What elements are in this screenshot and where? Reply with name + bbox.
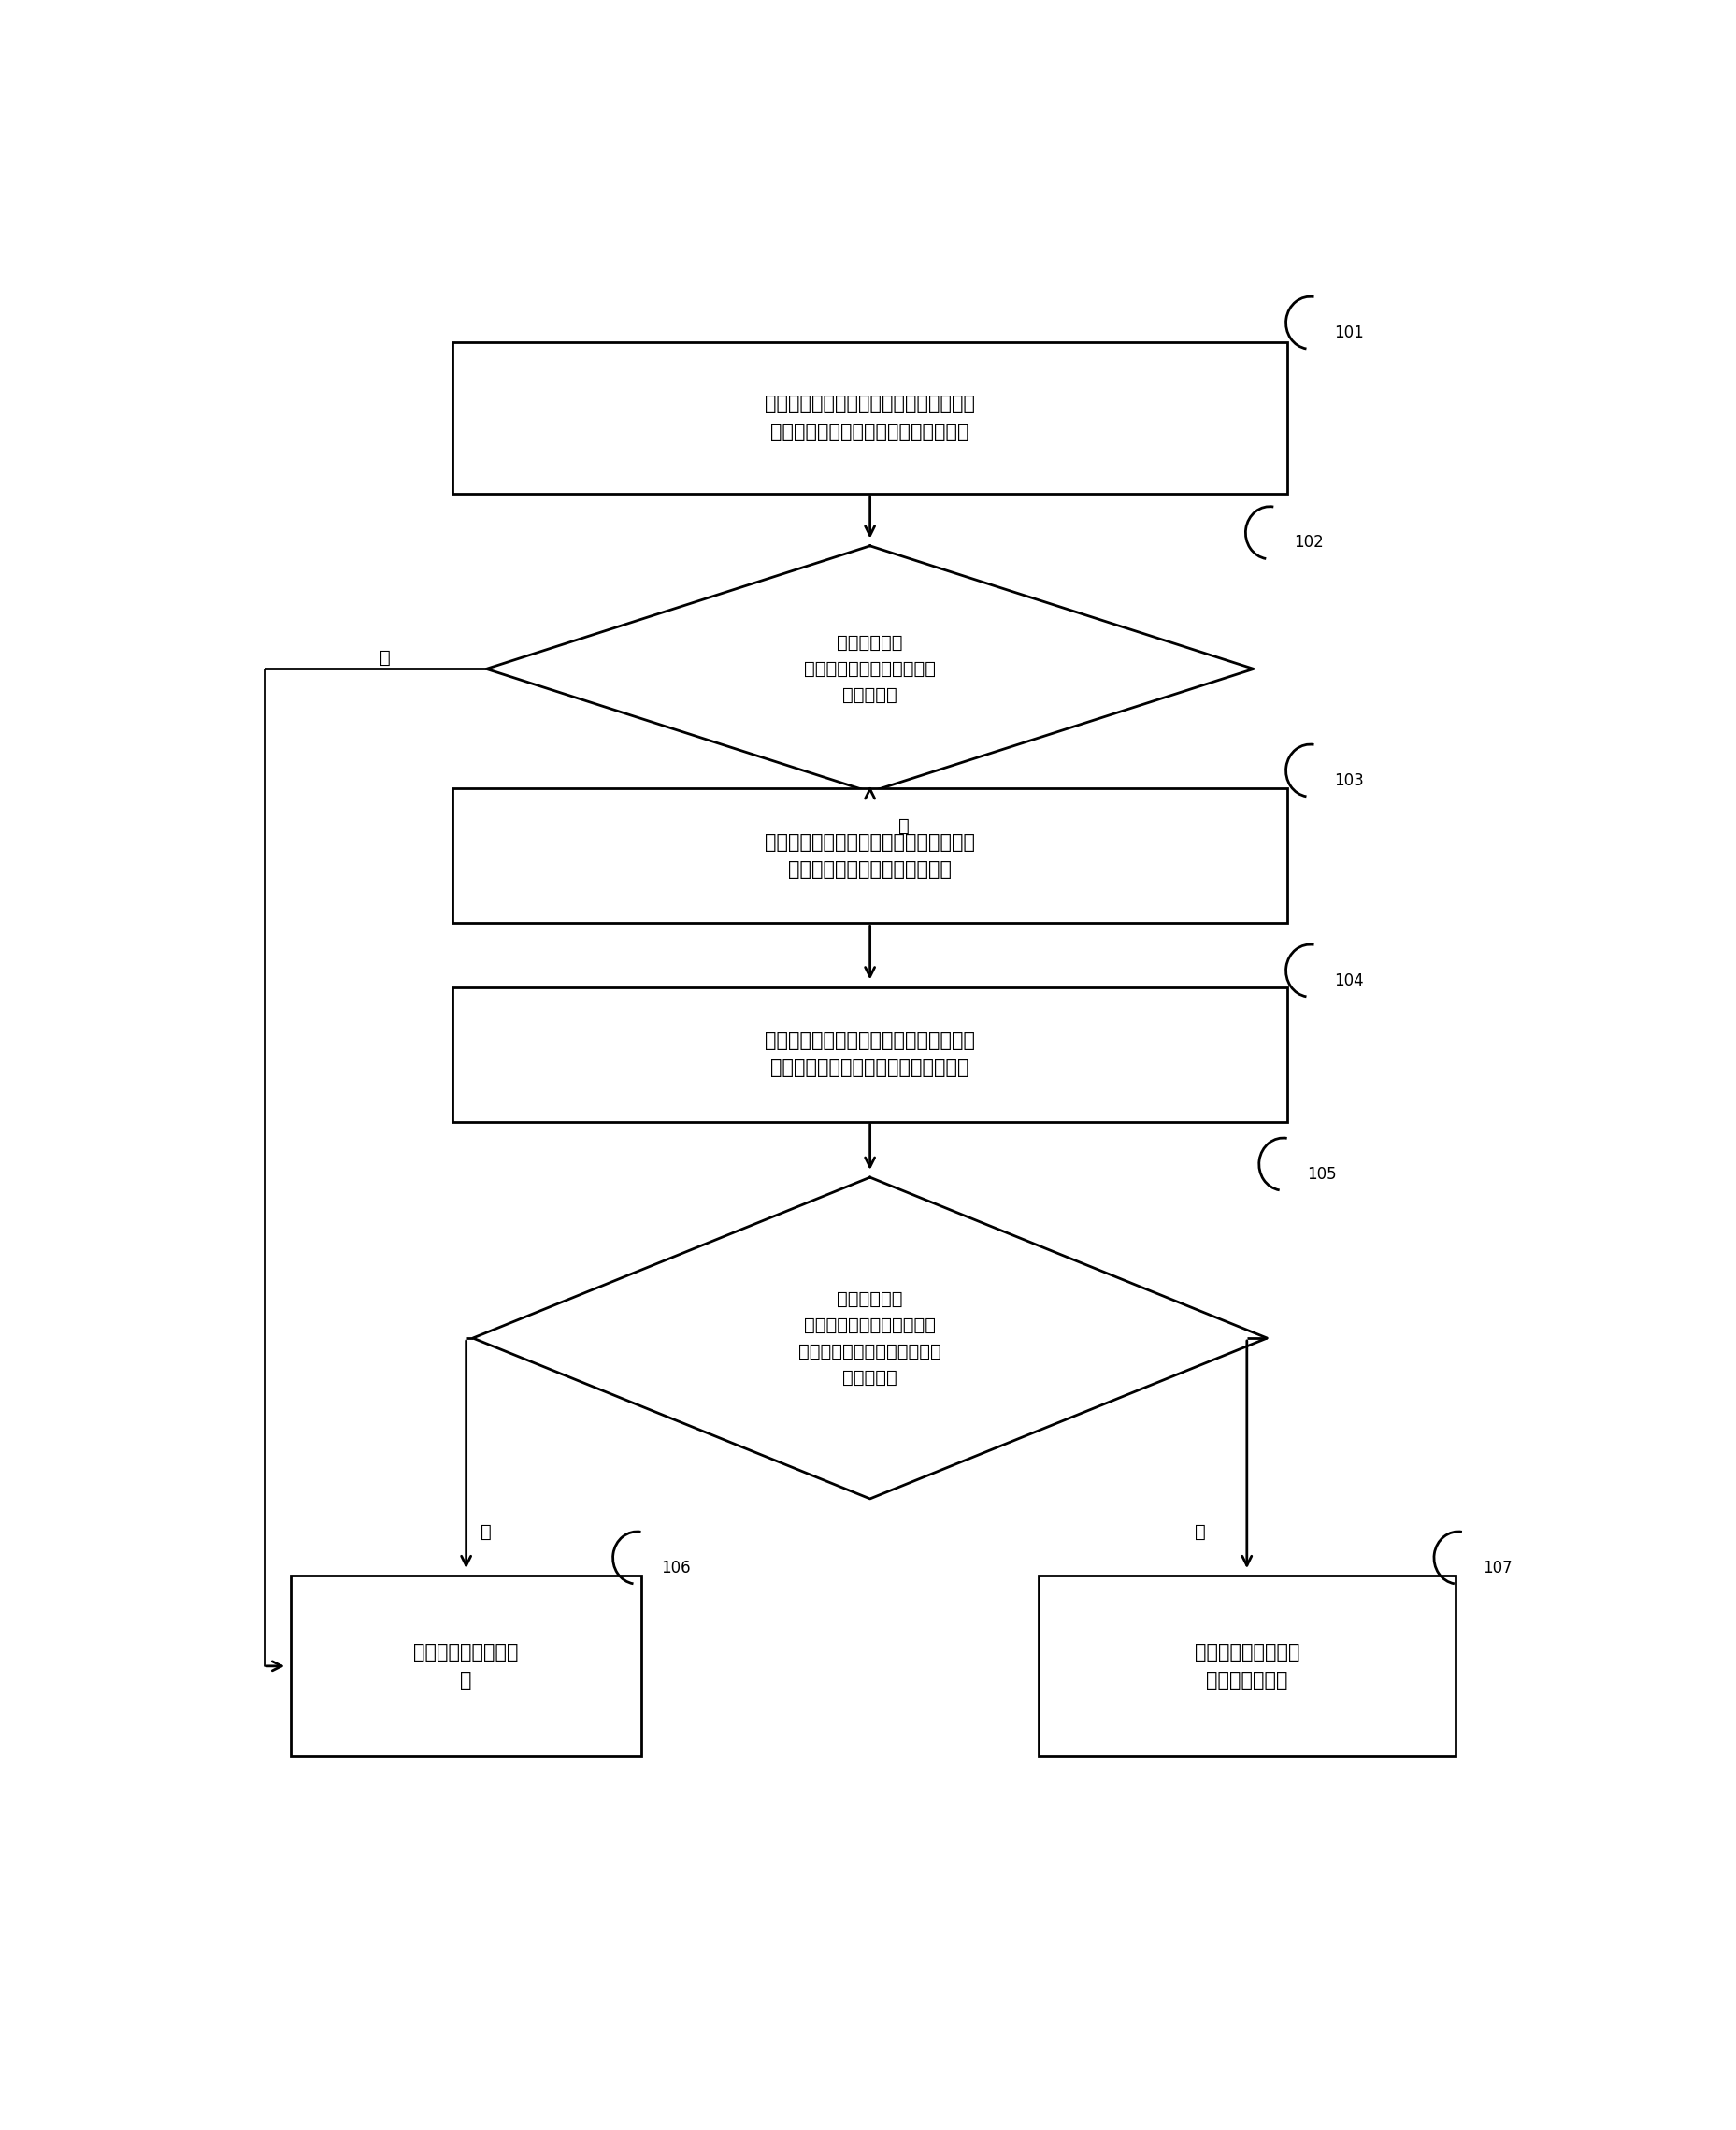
Text: 105: 105 <box>1307 1165 1337 1182</box>
Bar <box>453 788 1286 922</box>
Text: 产生表示无需白平衡
调节的提示信息: 产生表示无需白平衡 调节的提示信息 <box>1194 1642 1299 1689</box>
Text: 是: 是 <box>898 818 908 835</box>
Text: 否: 否 <box>380 648 391 667</box>
Text: 利用连续两帧色度分量图像，分别计算背
景区域在连续两帧图像中的色度平均值: 利用连续两帧色度分量图像，分别计算背 景区域在连续两帧图像中的色度平均值 <box>764 1031 974 1078</box>
Text: 是: 是 <box>481 1523 491 1540</box>
Text: 判断背景区域
在连续两帧图像中的色度平
均值之差是否大于或大于等于
第一阈值？: 判断背景区域 在连续两帧图像中的色度平 均值之差是否大于或大于等于 第一阈值？ <box>799 1291 941 1387</box>
Text: 107: 107 <box>1481 1559 1512 1576</box>
Bar <box>292 1576 641 1757</box>
Bar <box>453 986 1286 1123</box>
Text: 对连续两帧亮度分量图像进行运动检测，
得到连续两帧图像中的背景区域: 对连续两帧亮度分量图像进行运动检测， 得到连续两帧图像中的背景区域 <box>764 833 974 880</box>
Text: 106: 106 <box>661 1559 691 1576</box>
Text: 触发白平衡调节的启
动: 触发白平衡调节的启 动 <box>413 1642 519 1689</box>
Text: 101: 101 <box>1333 324 1363 341</box>
Polygon shape <box>486 545 1253 792</box>
Text: 104: 104 <box>1333 971 1363 988</box>
Polygon shape <box>472 1178 1267 1500</box>
Text: 对连续两帧图像进行色彩空间转换，得到
连续两帧亮度分量图像和色度分量图像: 对连续两帧图像进行色彩空间转换，得到 连续两帧亮度分量图像和色度分量图像 <box>764 394 974 441</box>
Bar <box>453 343 1286 494</box>
Text: 否: 否 <box>1194 1523 1205 1540</box>
Text: 102: 102 <box>1293 535 1323 552</box>
Text: 103: 103 <box>1333 771 1363 788</box>
Bar <box>1038 1576 1455 1757</box>
Text: 判断背景区域
的面积是否大于或大于等于
第二阈值？: 判断背景区域 的面积是否大于或大于等于 第二阈值？ <box>804 635 936 705</box>
